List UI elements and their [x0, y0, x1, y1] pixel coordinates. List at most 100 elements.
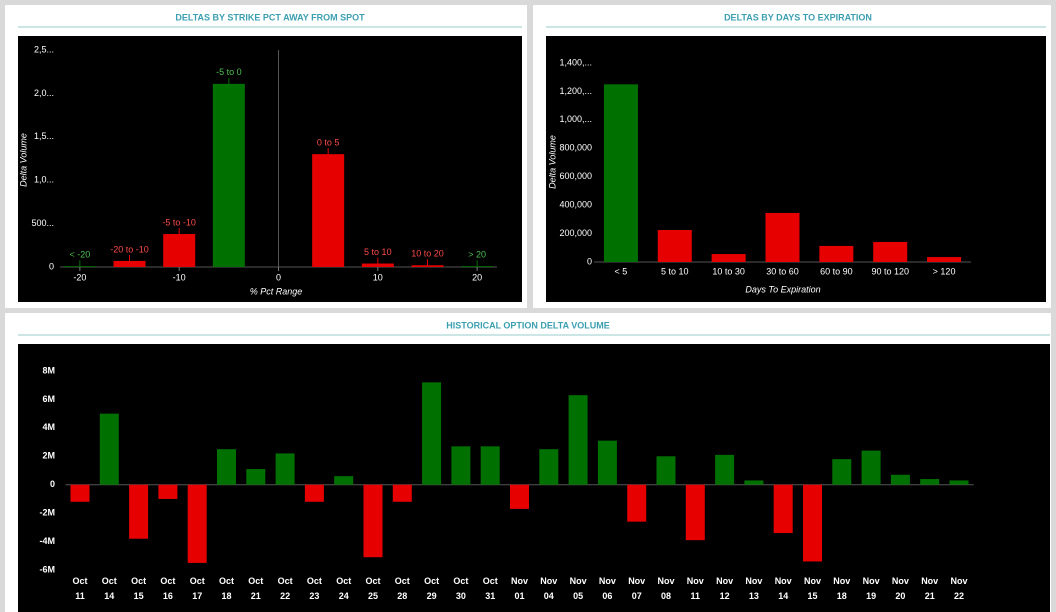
x-tick-label: Nov 08: [657, 576, 674, 601]
y-tick-label: 1,400,...: [559, 57, 592, 67]
y-tick-label: 0: [587, 256, 592, 266]
x-tick-label-line: 04: [544, 591, 554, 601]
bar: [246, 469, 266, 485]
y-tick-label: 1,5...: [34, 131, 54, 141]
x-tick-label: Oct 31: [483, 576, 498, 601]
bar: [304, 484, 324, 502]
x-tick-label-line: Nov: [540, 576, 557, 586]
x-tick-label-line: 11: [75, 591, 85, 601]
x-tick-label-line: 31: [485, 591, 495, 601]
x-tick-label-line: 28: [397, 591, 407, 601]
bar: [212, 83, 245, 268]
x-tick-label-line: Oct: [307, 576, 322, 586]
bar: [451, 446, 471, 485]
bar-label: 5 to 10: [364, 247, 392, 257]
x-tick-label-line: 12: [720, 591, 730, 601]
x-tick-label: Nov 01: [511, 576, 528, 601]
bar: [461, 266, 494, 267]
bar: [312, 154, 345, 267]
x-tick-label-line: Oct: [395, 576, 410, 586]
x-tick-label: Oct 11: [72, 576, 87, 601]
y-tick-label: 1,200,...: [559, 86, 592, 96]
x-axis-title: % Pct Range: [250, 286, 303, 296]
x-tick-label-line: 25: [368, 591, 378, 601]
x-tick-label-line: 08: [661, 591, 671, 601]
bar: [861, 450, 881, 485]
x-tick-label-line: Nov: [745, 576, 762, 586]
x-tick-label-line: 18: [837, 591, 847, 601]
y-tick-label: -4M: [40, 536, 56, 546]
x-tick-label-line: Oct: [365, 576, 380, 586]
bar: [927, 257, 962, 262]
x-tick-label: 30 to 60: [766, 266, 799, 276]
y-tick-label: -2M: [40, 508, 56, 518]
x-tick-label-line: Nov: [892, 576, 909, 586]
x-tick-label-line: Nov: [921, 576, 938, 586]
x-tick-label: 10 to 30: [712, 266, 745, 276]
bar: [539, 449, 559, 485]
x-tick-label: 5 to 10: [661, 266, 689, 276]
x-tick-label: Oct 14: [102, 576, 117, 601]
bar-label: -20 to -10: [110, 244, 149, 254]
bar: [480, 446, 500, 485]
bar: [627, 484, 647, 522]
x-tick-label-line: Oct: [72, 576, 87, 586]
y-tick-label: 500...: [31, 218, 54, 228]
y-axis-title: Delta Volume: [547, 135, 557, 189]
x-tick-label: Oct 30: [453, 576, 468, 601]
x-tick-label-line: Nov: [570, 576, 587, 586]
y-tick-label: 6M: [42, 394, 55, 404]
bar: [832, 459, 852, 485]
x-tick-label: Oct 17: [190, 576, 205, 601]
x-tick-label: Nov 19: [863, 576, 880, 601]
x-axis-title: Days To Expiration: [745, 284, 820, 294]
x-tick-label: Oct 29: [424, 576, 439, 601]
x-tick-label-line: 13: [749, 591, 759, 601]
bar: [275, 453, 295, 485]
y-tick-label: 1,0...: [34, 175, 54, 185]
x-tick-label: -10: [173, 272, 186, 282]
y-tick-label: 2,5...: [34, 44, 54, 54]
bar: [361, 263, 394, 267]
bar: [744, 480, 764, 485]
bar: [715, 454, 735, 485]
y-tick-label: 0: [50, 479, 55, 489]
y-tick-label: 200,000: [559, 228, 592, 238]
x-tick-label-line: 15: [807, 591, 817, 601]
x-tick-label: 0: [276, 272, 281, 282]
x-tick-label-line: 16: [163, 591, 173, 601]
bar: [63, 266, 96, 267]
bar: [422, 382, 442, 485]
x-tick-label: Nov 13: [745, 576, 762, 601]
x-tick-label: Nov 04: [540, 576, 557, 601]
bar: [334, 476, 354, 485]
x-tick-label: 90 to 120: [871, 266, 909, 276]
x-tick-label-line: 06: [602, 591, 612, 601]
bar: [819, 245, 854, 262]
x-tick-label-line: 30: [456, 591, 466, 601]
x-tick-label-line: 24: [339, 591, 349, 601]
bar-label: -5 to -10: [162, 217, 196, 227]
y-tick-label: 0: [49, 261, 54, 271]
x-tick-label: Nov 06: [599, 576, 616, 601]
bar-label: 10 to 20: [411, 249, 444, 259]
x-tick-label-line: Oct: [278, 576, 293, 586]
y-tick-label: 800,000: [559, 143, 592, 153]
bar: [890, 474, 910, 485]
bar: [711, 254, 746, 262]
x-tick-label-line: 20: [895, 591, 905, 601]
x-tick-label-line: Oct: [160, 576, 175, 586]
bar: [392, 484, 412, 502]
x-tick-label-line: Oct: [336, 576, 351, 586]
bar: [603, 84, 638, 262]
bar: [363, 484, 383, 558]
x-tick-label-line: 14: [104, 591, 114, 601]
x-tick-label-line: Oct: [483, 576, 498, 586]
x-tick-label-line: 19: [866, 591, 876, 601]
x-tick-label-line: Nov: [687, 576, 704, 586]
bar: [920, 479, 940, 485]
x-tick-label-line: 21: [251, 591, 261, 601]
x-tick-label-line: 29: [427, 591, 437, 601]
x-tick-label-line: Nov: [511, 576, 528, 586]
